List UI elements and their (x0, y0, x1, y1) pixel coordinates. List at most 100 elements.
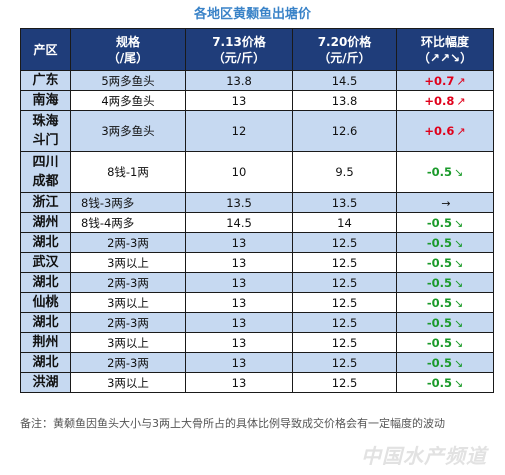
arrow-right-icon: → (441, 196, 451, 210)
spec-cell: 2两-3两 (70, 312, 186, 333)
change-cell: +0.6 ↗ (396, 110, 494, 152)
change-value: -0.5 (426, 375, 452, 390)
spec-cell: 2两-3两 (70, 232, 186, 253)
arrow-down-icon: ↘ (453, 296, 464, 310)
table-row: 仙桃 3两以上 13 12.5 -0.5 ↘ (20, 292, 494, 313)
region-cell: 荆州 (20, 332, 71, 353)
change-cell: +0.8 ↗ (396, 90, 494, 111)
header-price-0713: 7.13价格 （元/斤） (185, 28, 293, 71)
change-value: -0.5 (426, 355, 452, 370)
spec-cell: 3两以上 (70, 252, 186, 273)
change-cell: -0.5 ↘ (396, 272, 494, 293)
region-cell: 武汉 (20, 252, 71, 273)
arrow-down-icon: ↘ (453, 216, 464, 230)
arrow-down-icon: ↘ (453, 376, 464, 390)
change-value: -0.5 (426, 295, 452, 310)
change-cell: -0.5 ↘ (396, 352, 494, 373)
price-0720-cell: 12.5 (292, 232, 397, 253)
change-cell: -0.5 ↘ (396, 212, 494, 233)
change-cell: -0.5 ↘ (396, 151, 494, 193)
price-0720-cell: 13.8 (292, 90, 397, 111)
arrow-down-icon: ↘ (453, 336, 464, 350)
table-row: 武汉 3两以上 13 12.5 -0.5 ↘ (20, 252, 494, 273)
header-change: 环比幅度 （↗↗↘） (396, 28, 494, 71)
price-0720-cell: 12.5 (292, 372, 397, 393)
region-cell: 湖北 (20, 312, 71, 333)
table-row: 湖北 2两-3两 13 12.5 -0.5 ↘ (20, 232, 494, 253)
price-0720-cell: 9.5 (292, 151, 397, 193)
change-cell: -0.5 ↘ (396, 332, 494, 353)
table-row: 湖北 2两-3两 13 12.5 -0.5 ↘ (20, 312, 494, 333)
price-0713-cell: 13 (185, 232, 293, 253)
change-value: -0.5 (426, 215, 452, 230)
change-cell: → (396, 192, 494, 213)
table-header-row: 产区 规格 （/尾） 7.13价格 （元/斤） 7.20价格 （元/斤） 环比幅度 （↗… (20, 28, 494, 71)
price-0713-cell: 13.8 (185, 70, 293, 91)
price-0720-cell: 12.5 (292, 252, 397, 273)
region-cell: 南海 (20, 90, 71, 111)
price-0713-cell: 13 (185, 312, 293, 333)
price-0713-cell: 10 (185, 151, 293, 193)
spec-cell: 3两以上 (70, 372, 186, 393)
change-cell: +0.7 ↗ (396, 70, 494, 91)
price-0720-cell: 12.5 (292, 332, 397, 353)
region-cell: 湖州 (20, 212, 71, 233)
change-value: -0.5 (426, 275, 452, 290)
watermark-logo: 中国水产频道 (361, 444, 487, 468)
arrow-down-icon: ↘ (453, 356, 464, 370)
table-row: 南海 4两多鱼头 13 13.8 +0.8 ↗ (20, 90, 494, 111)
price-0713-cell: 13 (185, 332, 293, 353)
price-0713-cell: 13 (185, 372, 293, 393)
footnote: 备注：黄颡鱼因鱼头大小与3两上大骨所占的具体比例导致成交价格会有一定幅度的波动 (20, 417, 445, 430)
change-value: -0.5 (426, 235, 452, 250)
price-0713-cell: 13 (185, 352, 293, 373)
spec-cell: 3两以上 (70, 292, 186, 313)
table-row: 洪湖 3两以上 13 12.5 -0.5 ↘ (20, 372, 494, 393)
price-0713-cell: 13 (185, 292, 293, 313)
price-0720-cell: 12.5 (292, 352, 397, 373)
header-price-0720: 7.20价格 （元/斤） (292, 28, 397, 71)
price-0720-cell: 13.5 (292, 192, 397, 213)
change-cell: -0.5 ↘ (396, 312, 494, 333)
change-value: +0.7 (424, 73, 455, 88)
price-0720-cell: 14 (292, 212, 397, 233)
price-0713-cell: 12 (185, 110, 293, 152)
header-region: 产区 (20, 28, 71, 71)
region-cell: 四川 成都 (20, 151, 71, 193)
price-table: 产区 规格 （/尾） 7.13价格 （元/斤） 7.20价格 （元/斤） 环比幅度 （↗… (20, 28, 494, 393)
region-cell: 洪湖 (20, 372, 71, 393)
arrow-up-icon: ↗ (456, 125, 466, 138)
change-value: -0.5 (426, 315, 452, 330)
table-row: 湖北 2两-3两 13 12.5 -0.5 ↘ (20, 352, 494, 373)
region-cell: 浙江 (20, 192, 71, 213)
arrow-down-icon: ↘ (453, 276, 464, 290)
spec-cell: 8钱-3两多 (70, 192, 186, 213)
table-row: 珠海 斗门 3两多鱼头 12 12.6 +0.6 ↗ (20, 110, 494, 152)
change-value: -0.5 (426, 335, 452, 350)
price-0720-cell: 12.5 (292, 272, 397, 293)
spec-cell: 5两多鱼头 (70, 70, 186, 91)
region-cell: 珠海 斗门 (20, 110, 71, 152)
change-cell: -0.5 ↘ (396, 252, 494, 273)
change-cell: -0.5 ↘ (396, 232, 494, 253)
change-value: -0.5 (426, 165, 452, 179)
arrow-down-icon: ↘ (453, 166, 464, 179)
spec-cell: 8钱-4两多 (70, 212, 186, 233)
price-0713-cell: 14.5 (185, 212, 293, 233)
spec-cell: 3两以上 (70, 332, 186, 353)
price-0720-cell: 12.5 (292, 312, 397, 333)
price-0720-cell: 12.6 (292, 110, 397, 152)
table-title: 各地区黄颡鱼出塘价 (193, 7, 311, 22)
region-cell: 仙桃 (20, 292, 71, 313)
price-0713-cell: 13 (185, 252, 293, 273)
arrow-down-icon: ↘ (453, 316, 464, 330)
arrow-up-icon: ↗ (456, 94, 466, 108)
spec-cell: 8钱-1两 (70, 151, 186, 193)
header-spec: 规格 （/尾） (70, 28, 186, 71)
table-row: 湖州 8钱-4两多 14.5 14 -0.5 ↘ (20, 212, 494, 233)
table-row: 浙江 8钱-3两多 13.5 13.5 → (20, 192, 494, 213)
change-cell: -0.5 ↘ (396, 292, 494, 313)
region-cell: 广东 (20, 70, 71, 91)
spec-cell: 4两多鱼头 (70, 90, 186, 111)
spec-cell: 3两多鱼头 (70, 110, 186, 152)
